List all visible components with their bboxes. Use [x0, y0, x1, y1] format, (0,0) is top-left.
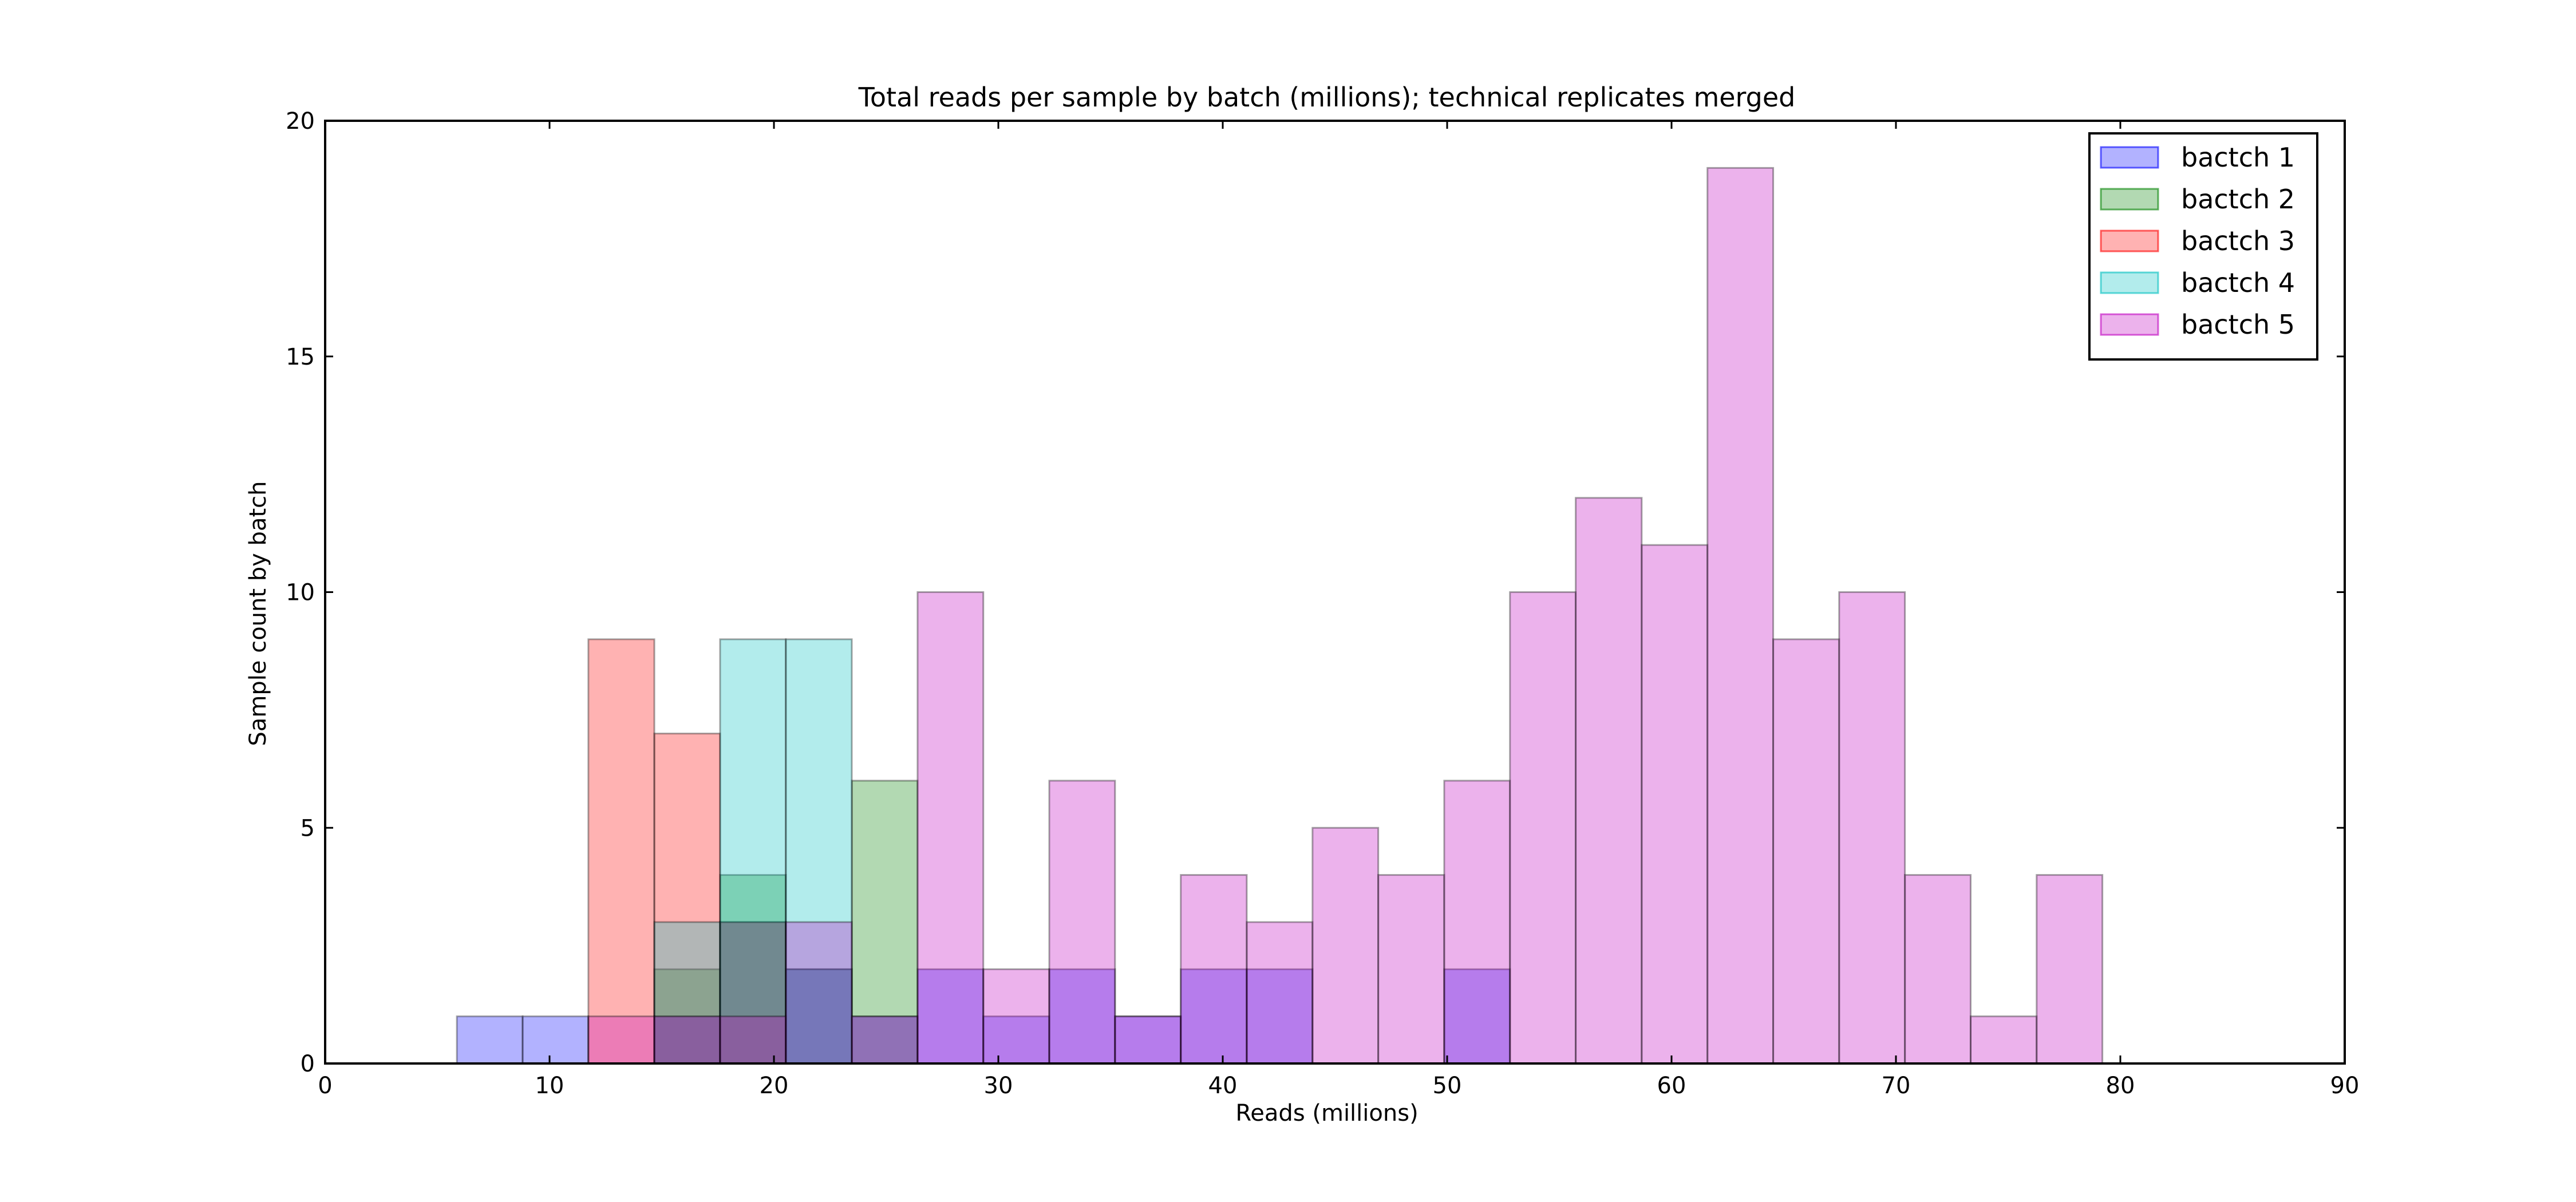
- bar: [1641, 544, 1709, 1065]
- bar: [1838, 591, 1906, 1065]
- legend-swatch: [2100, 313, 2159, 336]
- bar: [785, 968, 853, 1065]
- bar: [719, 638, 787, 1065]
- series-1-bars: [456, 921, 1511, 1065]
- series-2-bars: [653, 780, 919, 1065]
- bar: [587, 638, 655, 1065]
- bar: [1311, 827, 1380, 1065]
- bar: [916, 968, 985, 1065]
- bar: [719, 874, 787, 1065]
- bar: [1114, 1015, 1182, 1065]
- bar: [2036, 874, 2104, 1065]
- x-tick-label: 30: [984, 1073, 1013, 1099]
- y-tick-label: 15: [286, 344, 315, 370]
- bar: [785, 921, 853, 1065]
- x-tick-label: 20: [760, 1073, 789, 1099]
- bar: [653, 921, 721, 1065]
- bar: [1509, 591, 1577, 1065]
- bar: [1706, 167, 1775, 1065]
- plot-frame: [324, 120, 2346, 1065]
- bar: [1443, 968, 1511, 1065]
- x-tick-label: 60: [1657, 1073, 1686, 1099]
- bar: [1114, 1015, 1182, 1065]
- bar: [719, 921, 787, 1065]
- bar: [653, 968, 721, 1065]
- bar: [719, 1015, 787, 1065]
- bar: [1180, 874, 1248, 1065]
- bar: [851, 780, 919, 1065]
- bar: [982, 968, 1050, 1065]
- bar: [1048, 968, 1116, 1065]
- bar: [653, 733, 721, 1065]
- bar: [785, 638, 853, 1065]
- legend-label: bactch 1: [2181, 142, 2295, 173]
- x-tick-label: 90: [2330, 1073, 2360, 1099]
- bar: [1246, 968, 1314, 1065]
- bar: [521, 1015, 590, 1065]
- legend-label: bactch 3: [2181, 226, 2295, 256]
- legend-box: [2088, 132, 2318, 361]
- legend-label: bactch 5: [2181, 309, 2295, 340]
- bar: [1575, 497, 1643, 1065]
- x-tick-label: 80: [2106, 1073, 2135, 1099]
- bar: [587, 1015, 655, 1065]
- legend-swatch: [2100, 271, 2159, 294]
- bar: [653, 1015, 721, 1065]
- bar: [1377, 874, 1445, 1065]
- histogram-bars: [456, 167, 2104, 1065]
- legend-swatch: [2100, 230, 2159, 252]
- bar: [1904, 874, 1972, 1065]
- bar: [1970, 1015, 2038, 1065]
- bar: [653, 1015, 721, 1065]
- x-tick-label: 10: [535, 1073, 564, 1099]
- bar: [1772, 638, 1840, 1065]
- legend-swatch: [2100, 188, 2159, 211]
- legend: bactch 1 bactch 2 bactch 3 bactch 4 bactch 5: [2088, 132, 2318, 361]
- y-tick-label: 5: [301, 815, 315, 841]
- legend-label: bactch 2: [2181, 184, 2295, 215]
- bar: [1048, 780, 1116, 1065]
- bar: [1443, 780, 1511, 1065]
- bar: [456, 1015, 524, 1065]
- legend-swatch: [2100, 146, 2159, 169]
- bar: [1246, 921, 1314, 1065]
- y-tick-label: 20: [286, 108, 315, 135]
- x-tick-label: 70: [1882, 1073, 1911, 1099]
- y-tick-label: 10: [286, 580, 315, 606]
- bar: [982, 1015, 1050, 1065]
- x-tick-label: 0: [318, 1073, 332, 1099]
- series-4-bars: [653, 638, 853, 1065]
- chart-title: Total reads per sample by batch (million…: [858, 82, 1796, 113]
- series-3-bars: [587, 638, 787, 1065]
- bar: [916, 591, 985, 1065]
- y-tick-label: 0: [301, 1051, 315, 1077]
- x-tick-label: 40: [1208, 1073, 1238, 1099]
- x-tick-label: 50: [1433, 1073, 1462, 1099]
- bar: [851, 1015, 919, 1065]
- y-axis-label: Sample count by batch: [245, 481, 271, 746]
- series-5-bars: [587, 167, 2104, 1065]
- x-axis-label: Reads (millions): [1235, 1100, 1418, 1126]
- legend-label: bactch 4: [2181, 267, 2295, 298]
